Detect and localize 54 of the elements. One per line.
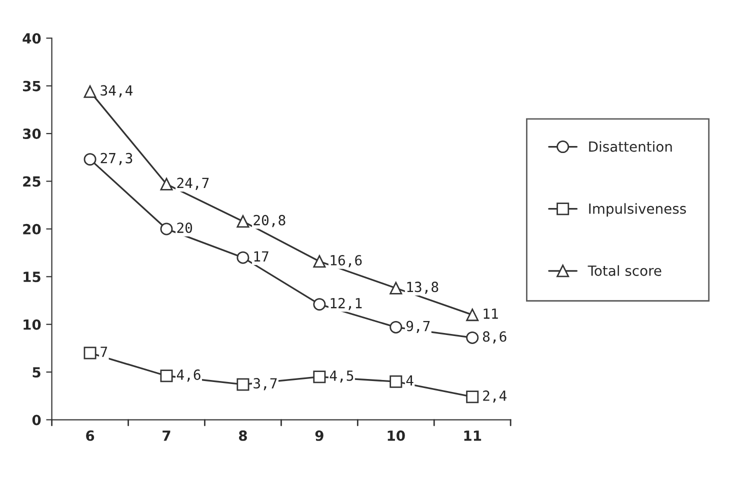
y-tick-label: 35 (22, 80, 40, 92)
y-tick-label: 0 (32, 414, 41, 426)
x-tick-label: 6 (86, 430, 94, 441)
x-tick-label: 10 (388, 430, 405, 441)
point (160, 370, 173, 382)
legend-label: Total score (588, 265, 662, 276)
y-tick-label: 20 (23, 224, 41, 234)
data-label: 16,6 (330, 254, 362, 268)
data-label: 8,6 (482, 331, 506, 344)
point (390, 282, 402, 294)
point (160, 178, 173, 190)
y-tick-label: 25 (23, 176, 40, 187)
data-label: 13,8 (407, 282, 438, 294)
point (466, 331, 479, 344)
point (390, 320, 402, 334)
point (466, 390, 479, 404)
point (84, 153, 96, 166)
data-label: 20 (177, 222, 192, 234)
point (313, 255, 326, 268)
point (313, 298, 326, 311)
y-tick-label: 10 (24, 319, 41, 330)
x-tick-label: 11 (464, 430, 482, 441)
x-tick-label: 9 (315, 430, 324, 441)
legend-label: Disattention (589, 141, 672, 152)
data-label: 2,4 (483, 390, 507, 403)
data-label: 20,8 (254, 214, 286, 228)
data-label: 4,5 (330, 370, 354, 383)
point (390, 375, 402, 388)
data-label: 17 (254, 251, 268, 262)
data-label: 34,4 (100, 85, 133, 98)
point (236, 251, 250, 264)
y-tick-label: 40 (22, 33, 41, 44)
point (84, 346, 96, 360)
y-tick-label: 15 (24, 272, 40, 282)
data-label: 27,3 (100, 152, 132, 166)
y-tick-label: 30 (22, 128, 41, 140)
data-label: 24,7 (177, 178, 209, 190)
data-label: 11 (484, 308, 498, 319)
data-label: 4 (406, 375, 414, 386)
y-tick-label: 5 (32, 367, 40, 378)
x-tick-label: 7 (162, 430, 170, 441)
data-label: 7 (100, 346, 108, 357)
data-label: 3,7 (254, 378, 277, 390)
data-label: 4,6 (176, 369, 200, 382)
legend-label: Impulsiveness (589, 203, 686, 217)
point (236, 215, 250, 228)
x-tick-label: 8 (238, 430, 247, 441)
point (466, 308, 479, 322)
data-label: 9,7 (406, 320, 430, 334)
point (160, 222, 173, 236)
point (313, 370, 326, 384)
point (84, 85, 96, 98)
data-label: 12,1 (330, 298, 362, 310)
point (236, 378, 250, 391)
